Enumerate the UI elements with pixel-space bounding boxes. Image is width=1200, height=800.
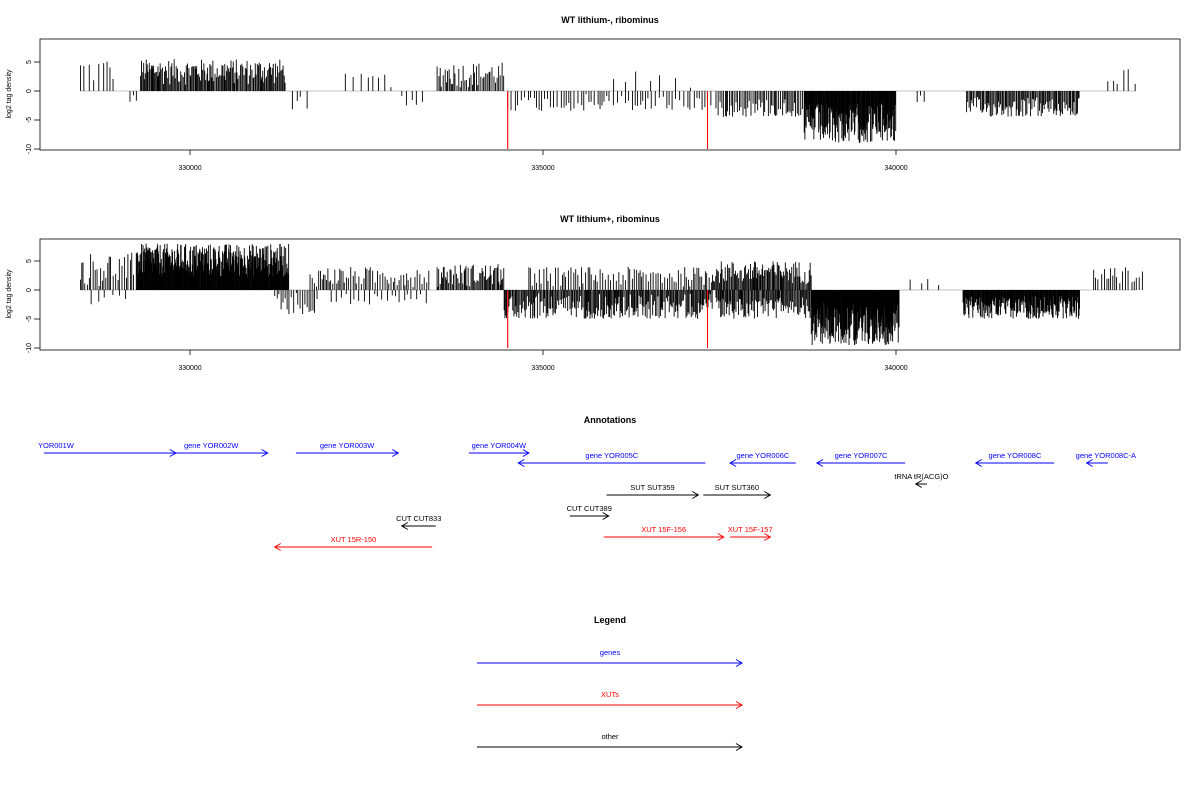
legend-items: genes XUTs other (477, 648, 743, 751)
feature-label: CUT CUT833 (396, 514, 441, 523)
feature-label: XUT 15F-156 (641, 525, 686, 534)
legend-title: Legend (594, 615, 626, 625)
feature-arrowhead (1085, 459, 1093, 467)
annotation-feature: tRNA tR(ACG)O (894, 472, 949, 488)
feature-label: tRNA tR(ACG)O (894, 472, 948, 481)
x-tick-label: 340000 (884, 165, 907, 172)
annotation-feature: gene YOR008C (974, 451, 1055, 467)
annotation-feature: YOR001W (38, 441, 177, 457)
x-tick-label: 330000 (178, 165, 201, 172)
annotations-panel: Annotations YOR001W gene YOR002W gene YOR0… (38, 415, 1136, 551)
legend-item: other (477, 732, 743, 751)
legend: Legend genes XUTs other (477, 615, 743, 751)
annotation-feature: XUT 15F-156 (603, 525, 725, 541)
y-tick-label: -5 (26, 117, 33, 123)
feature-label: XUT 15R-150 (331, 535, 377, 544)
legend-arrowhead (735, 659, 743, 667)
feature-label: SUT SUT360 (715, 483, 759, 492)
feature-arrowhead (261, 449, 269, 457)
annotation-feature: gene YOR004W (468, 441, 530, 457)
annotation-feature: XUT 15F-157 (728, 525, 773, 541)
annotation-feature: CUT CUT389 (567, 504, 612, 520)
panel-2-frame (39, 238, 1181, 351)
x-tick-label: 335000 (531, 365, 554, 372)
feature-label: gene YOR008C-A (1076, 451, 1136, 460)
y-tick-label: -10 (26, 343, 33, 353)
x-tick-label: 340000 (884, 365, 907, 372)
feature-arrowhead (914, 480, 923, 488)
y-tick-label: -5 (26, 316, 33, 322)
panel-1-y-axis: -10 -5 0 5 (26, 60, 40, 154)
legend-item: genes (477, 648, 743, 667)
feature-arrowhead (517, 459, 525, 467)
feature-arrowhead (692, 491, 700, 499)
annotation-feature: CUT CUT833 (396, 514, 441, 530)
feature-label: gene YOR005C (585, 451, 638, 460)
panel-1-frame (39, 38, 1181, 151)
y-tick-label: 5 (26, 259, 33, 263)
y-tick-label: 0 (26, 288, 33, 292)
legend-arrowhead (735, 701, 743, 709)
annotation-feature: gene YOR007C (815, 451, 906, 467)
feature-arrowhead (764, 533, 772, 541)
feature-label: gene YOR003W (320, 441, 375, 450)
annotation-feature: gene YOR006C (729, 451, 796, 467)
y-tick-label: -10 (26, 144, 33, 154)
annotation-feature: gene YOR002W (154, 441, 269, 457)
feature-label: gene YOR007C (835, 451, 888, 460)
panel-2-y-axis: -10 -5 0 5 (26, 259, 40, 353)
feature-arrowhead (729, 459, 737, 467)
panel-1: WT lithium-, ribominus log2 tag density … (6, 15, 1181, 172)
panel-1-bars (80, 59, 1137, 149)
annotation-feature: gene YOR008C-A (1076, 451, 1136, 467)
annotation-features: YOR001W gene YOR002W gene YOR003W gene YOR0… (38, 441, 1136, 551)
panel-2: WT lithium+, ribominus log2 tag density … (6, 214, 1181, 372)
panel-2-ylabel: log2 tag density (6, 269, 13, 319)
feature-arrowhead (602, 512, 610, 520)
y-tick-label: 5 (26, 60, 33, 64)
feature-label: gene YOR002W (184, 441, 239, 450)
feature-label: gene YOR004W (472, 441, 527, 450)
annotation-feature: SUT SUT360 (703, 483, 772, 499)
legend-label: genes (600, 648, 621, 657)
feature-label: YOR001W (38, 441, 75, 450)
x-tick-label: 335000 (531, 165, 554, 172)
panel-2-x-axis: 330000 335000 340000 (178, 350, 908, 372)
feature-arrowhead (400, 522, 409, 530)
legend-item: XUTs (477, 690, 743, 709)
feature-arrowhead (815, 459, 824, 467)
panel-1-ylabel: log2 tag density (6, 69, 13, 119)
panel-2-title: WT lithium+, ribominus (560, 214, 660, 224)
annotation-feature: gene YOR003W (295, 441, 400, 457)
feature-label: CUT CUT389 (567, 504, 612, 513)
panel-1-title: WT lithium-, ribominus (561, 15, 659, 25)
legend-label: other (601, 732, 619, 741)
feature-arrowhead (764, 491, 772, 499)
legend-label: XUTs (601, 690, 619, 699)
legend-arrowhead (735, 743, 743, 751)
feature-label: SUT SUT359 (630, 483, 674, 492)
annotation-feature: XUT 15R-150 (273, 535, 433, 551)
feature-arrowhead (717, 533, 725, 541)
feature-arrowhead (522, 449, 530, 457)
feature-label: gene YOR006C (737, 451, 790, 460)
feature-arrowhead (273, 543, 281, 551)
panel-2-bars (80, 243, 1143, 348)
x-tick-label: 330000 (178, 365, 201, 372)
feature-label: XUT 15F-157 (728, 525, 773, 534)
feature-arrowhead (974, 459, 983, 467)
annotation-feature: SUT SUT359 (606, 483, 700, 499)
panel-1-x-axis: 330000 335000 340000 (178, 150, 908, 172)
feature-arrowhead (392, 449, 400, 457)
feature-label: gene YOR008C (989, 451, 1042, 460)
annotation-feature: gene YOR005C (517, 451, 706, 467)
y-tick-label: 0 (26, 89, 33, 93)
annotations-title: Annotations (584, 415, 637, 425)
